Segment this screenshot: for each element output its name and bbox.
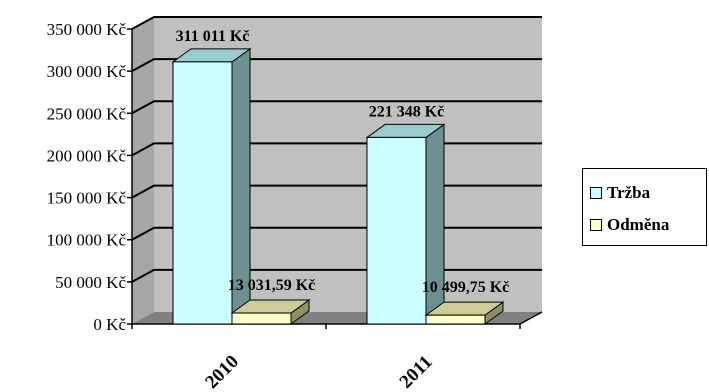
legend-item-trzba: Tržba (590, 183, 650, 203)
bar-odmena-2010 (230, 299, 311, 325)
y-tick-label: 350 000 Kč (47, 20, 127, 39)
legend-item-odmena: Odměna (590, 215, 669, 235)
y-tick-label: 50 000 Kč (55, 273, 126, 292)
legend-label-trzba: Tržba (607, 183, 651, 202)
y-tick-label: 300 000 Kč (47, 62, 127, 81)
data-label-trzba-2011: 221 348 Kč (369, 103, 445, 120)
y-tick-label: 0 Kč (93, 315, 126, 334)
gridline (131, 100, 542, 115)
legend-label-odmena: Odměna (607, 215, 670, 234)
gridline (131, 58, 542, 73)
legend-swatch-trzba (590, 187, 602, 199)
x-axis-depth (519, 311, 543, 325)
y-tick-label: 200 000 Kč (47, 146, 127, 165)
chart-back-wall (154, 17, 542, 312)
y-tick-label: 250 000 Kč (47, 104, 127, 123)
chart-side-wall (132, 17, 154, 324)
x-tick-label-2010: 2010 (201, 351, 243, 392)
y-tick-label: 100 000 Kč (47, 231, 127, 250)
bar-odmena-2011 (424, 301, 505, 325)
data-label-odmena-2011: 10 499,75 Kč (422, 279, 510, 296)
legend-swatch-odmena (590, 219, 602, 231)
data-label-trzba-2010: 311 011 Kč (176, 28, 250, 45)
bar-trzba-2010 (171, 47, 252, 325)
chart-legend: Tržba Odměna (582, 168, 707, 246)
data-label-odmena-2010: 13 031,59 Kč (228, 277, 316, 294)
x-tick-label-2011: 2011 (396, 352, 437, 392)
bar-trzba-2011 (365, 123, 446, 325)
y-tick-label: 150 000 Kč (47, 189, 127, 208)
bar-chart: 0 Kč 50 000 Kč 100 000 Kč 150 000 Kč 200 000… (47, 16, 543, 392)
gridline (131, 16, 542, 30)
